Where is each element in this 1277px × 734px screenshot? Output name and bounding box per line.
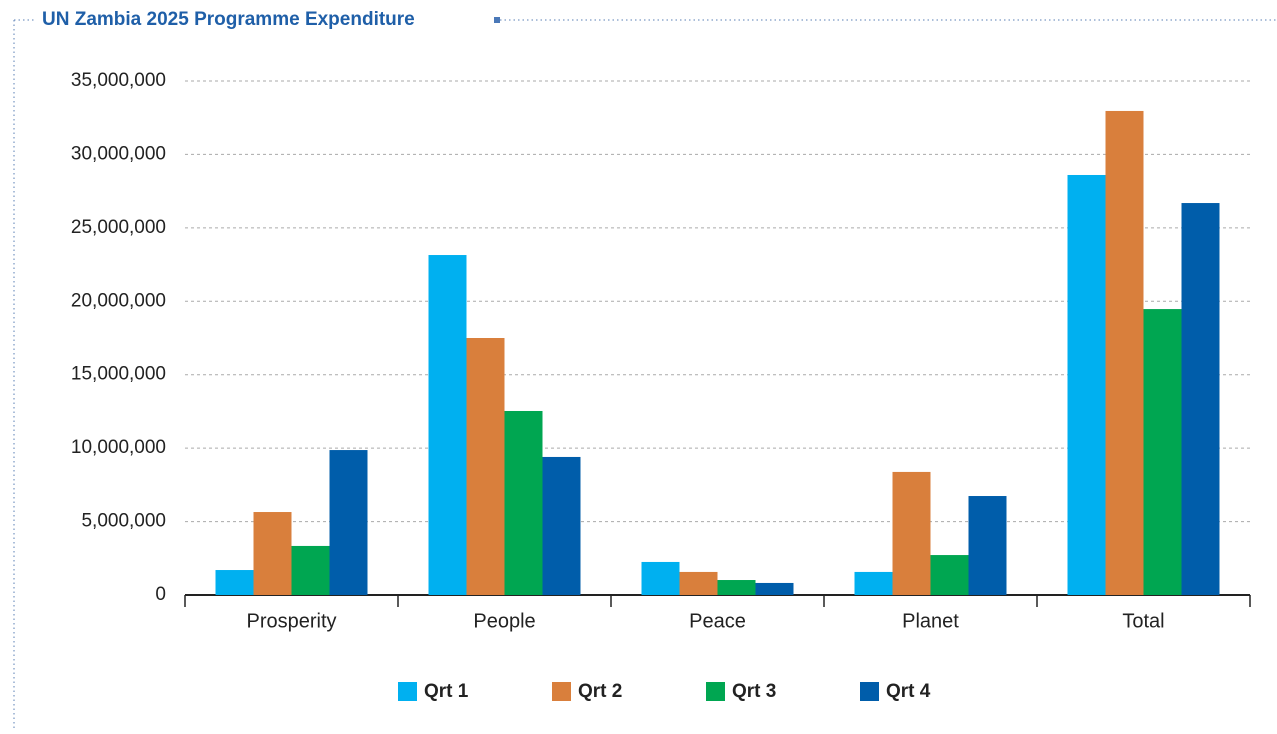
bar	[717, 580, 756, 595]
legend-label: Qrt 2	[578, 681, 622, 702]
legend-swatch	[706, 682, 725, 701]
x-tick-label: Prosperity	[246, 610, 336, 632]
bar	[968, 496, 1007, 595]
legend-label: Qrt 3	[732, 681, 776, 702]
legend-swatch	[860, 682, 879, 701]
y-tick-label: 15,000,000	[71, 364, 166, 385]
bar	[679, 571, 718, 595]
bar	[428, 255, 467, 596]
bar	[930, 555, 969, 595]
bar	[641, 561, 680, 595]
y-tick-label: 35,000,000	[71, 70, 166, 91]
legend-swatch	[398, 682, 417, 701]
bar	[542, 456, 581, 595]
x-tick-label: Total	[1122, 610, 1164, 632]
legend-label: Qrt 1	[424, 681, 469, 702]
bar	[504, 410, 543, 595]
y-tick-label: 5,000,000	[81, 511, 166, 532]
chart-title: UN Zambia 2025 Programme Expenditure	[42, 9, 415, 30]
bar	[854, 571, 893, 595]
frame-handle	[494, 17, 500, 23]
bar	[466, 338, 505, 595]
bar	[1105, 110, 1144, 595]
legend-label: Qrt 4	[886, 681, 931, 702]
legend-swatch	[552, 682, 571, 701]
bar	[291, 545, 330, 595]
y-tick-label: 0	[155, 584, 166, 605]
bar	[1067, 174, 1106, 595]
y-tick-label: 25,000,000	[71, 217, 166, 238]
bar	[892, 471, 931, 595]
bar	[1181, 203, 1220, 596]
y-tick-label: 10,000,000	[71, 437, 166, 458]
x-tick-label: Peace	[689, 610, 746, 632]
x-tick-label: Planet	[902, 610, 959, 632]
x-tick-label: People	[473, 610, 535, 632]
bar	[253, 512, 292, 595]
bar	[215, 570, 254, 595]
y-tick-label: 20,000,000	[71, 290, 166, 311]
bar	[755, 582, 794, 595]
y-tick-label: 30,000,000	[71, 143, 166, 164]
bar	[329, 450, 368, 595]
bar	[1143, 309, 1182, 595]
